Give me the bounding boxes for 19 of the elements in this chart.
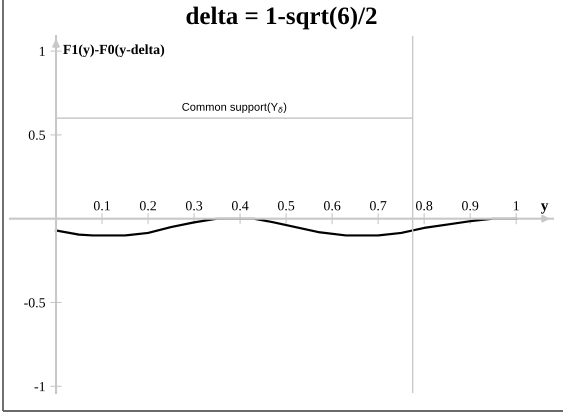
y-tick-label: -0.5	[24, 298, 46, 308]
chart-title: delta = 1-sqrt(6)/2	[186, 6, 376, 30]
y-axis-title: F1(y)-F0(y-delta)	[63, 44, 164, 58]
x-tick-label: 0.2	[140, 201, 156, 210]
x-tick-label: 0.6	[324, 201, 340, 210]
y-tick-label: 1	[40, 46, 45, 56]
x-tick-label: 1	[514, 201, 519, 210]
x-axis-title: y	[540, 203, 548, 214]
ref-line-label: Common support(Y$_{δ}$)	[182, 102, 286, 114]
x-tick-label: 0.5	[278, 201, 294, 210]
x-tick-label: 0.3	[186, 201, 202, 210]
line-series	[54, 218, 518, 237]
x-tick-label: 0.7	[370, 201, 386, 210]
y-tick-label: -1	[34, 382, 45, 392]
x-tick-label: 0.4	[232, 201, 249, 210]
x-tick-label: 0.1	[94, 201, 110, 210]
y-tick-label: 0.5	[28, 130, 46, 140]
x-tick-label: 0.8	[416, 201, 432, 210]
x-tick-label: 0.9	[462, 201, 478, 210]
